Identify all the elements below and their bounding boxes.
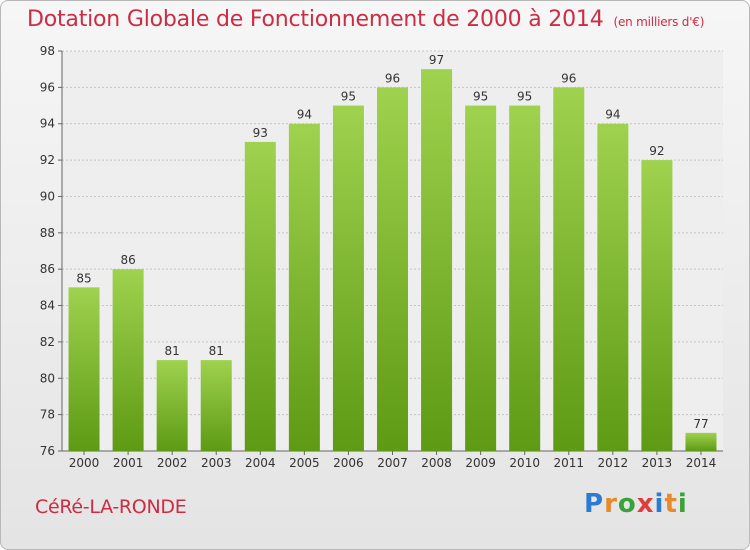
x-tick-label: 2001 <box>113 456 144 470</box>
y-tick-label: 96 <box>40 80 55 94</box>
bar-2000 <box>68 287 100 451</box>
bar-value-label: 95 <box>473 90 488 104</box>
x-tick-label: 2011 <box>553 456 584 470</box>
bar-value-label: 96 <box>561 71 576 85</box>
bar-2005 <box>288 123 320 452</box>
bar-2014 <box>685 432 717 451</box>
chart-title: Dotation Globale de Fonctionnement de 20… <box>27 7 704 32</box>
y-tick-label: 86 <box>40 262 55 276</box>
x-tick-label: 2008 <box>421 456 452 470</box>
x-tick-label: 2004 <box>245 456 276 470</box>
bar-2009 <box>465 105 497 451</box>
y-tick-label: 88 <box>40 226 55 240</box>
x-tick-label: 2003 <box>201 456 232 470</box>
bar-2002 <box>156 360 188 451</box>
bar-2010 <box>509 105 541 451</box>
x-tick-label: 2009 <box>465 456 496 470</box>
bar-2013 <box>641 160 673 451</box>
commune-name: CéRé-LA-RONDE <box>35 496 187 518</box>
bar-value-label: 94 <box>605 108 620 122</box>
bar-value-label: 77 <box>693 417 708 431</box>
bar-value-label: 85 <box>76 271 91 285</box>
x-tick-label: 2007 <box>377 456 408 470</box>
bar-value-label: 81 <box>165 344 180 358</box>
y-tick-label: 84 <box>40 299 55 313</box>
chart-title-text: Dotation Globale de Fonctionnement de 20… <box>27 7 604 32</box>
x-tick-label: 2000 <box>69 456 100 470</box>
y-tick-label: 82 <box>40 335 55 349</box>
y-tick-label: 94 <box>40 117 55 131</box>
proxiti-logo: Proxiti <box>584 489 688 519</box>
x-tick-label: 2006 <box>333 456 364 470</box>
bar-value-label: 93 <box>253 126 268 140</box>
bar-2006 <box>332 105 364 451</box>
y-tick-label: 92 <box>40 153 55 167</box>
y-tick-label: 90 <box>40 189 55 203</box>
x-tick-label: 2012 <box>598 456 629 470</box>
y-tick-label: 76 <box>40 444 55 458</box>
bar-value-label: 92 <box>649 144 664 158</box>
y-tick-label: 78 <box>40 408 55 422</box>
bar-value-label: 96 <box>385 71 400 85</box>
bar-2012 <box>597 123 629 452</box>
bar-2004 <box>244 141 276 451</box>
x-tick-label: 2014 <box>686 456 717 470</box>
x-tick-label: 2010 <box>509 456 540 470</box>
y-tick-label: 98 <box>40 44 55 58</box>
bar-2001 <box>112 269 144 451</box>
chart-unit: (en milliers d'€) <box>613 15 705 29</box>
bar-2011 <box>553 87 585 451</box>
x-tick-label: 2013 <box>642 456 673 470</box>
x-tick-label: 2002 <box>157 456 188 470</box>
bar-value-label: 95 <box>341 90 356 104</box>
bar-2008 <box>421 69 453 451</box>
bar-2003 <box>200 360 232 451</box>
bar-value-label: 97 <box>429 53 444 67</box>
x-tick-label: 2005 <box>289 456 320 470</box>
bar-2007 <box>377 87 408 451</box>
y-tick-label: 80 <box>40 371 55 385</box>
bar-value-label: 95 <box>517 90 532 104</box>
bar-value-label: 86 <box>120 253 135 267</box>
bar-value-label: 94 <box>297 108 312 122</box>
bar-value-label: 81 <box>209 344 224 358</box>
